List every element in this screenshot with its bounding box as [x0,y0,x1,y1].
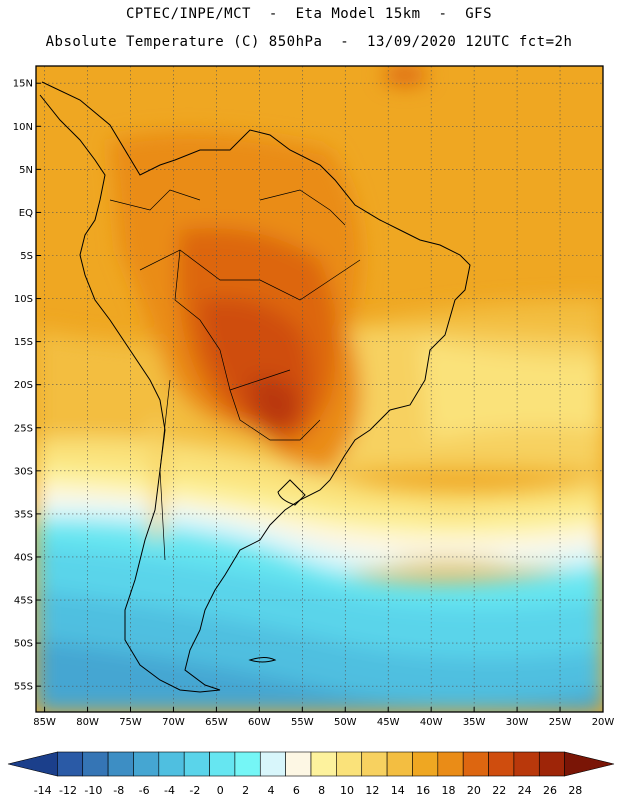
lon-tick-label: 45W [377,717,400,728]
map-title-line2: Absolute Temperature (C) 850hPa - 13/09/… [45,34,573,50]
lat-tick-label: 40S [14,552,33,563]
colorbar-label: 0 [217,784,224,797]
colorbar-swatch [361,751,388,777]
colorbar-label: -4 [164,784,175,797]
lon-tick-label: 75W [119,717,142,728]
colorbar-label: 18 [442,784,456,797]
colorbar-swatch [386,751,413,777]
border-colombia [109,189,201,211]
longitude-axis: 85W 80W 75W 70W 65W 60W 55W 50W 45W 40W 35W 30W 25W 2… [33,707,614,728]
border-chile-argentina [159,379,171,561]
colorbar-label: 12 [365,784,379,797]
lat-tick-label: 50S [14,639,33,650]
south-america-outline [39,81,471,693]
colorbar-swatch [158,751,185,777]
colorbar-swatch [412,751,439,777]
colorbar-label: 24 [518,784,532,797]
colorbar-swatch [259,751,286,777]
colorbar-labels: -14 -12 -10 -8 -6 -4 -2 0 2 4 6 8 10 12 14 16 18 20 22 24 26… [34,784,583,797]
colorbar-swatch [488,751,515,777]
colorbar-swatch [183,751,210,777]
lat-tick-label: 55S [14,682,33,693]
colorbar-label: 2 [242,784,249,797]
lat-tick-label: 20S [14,380,33,391]
lat-tick-label: 15S [14,337,33,348]
temperature-field [36,66,603,712]
map-title-line1: CPTEC/INPE/MCT - Eta Model 15km - GFS [125,6,493,22]
colorbar-label: 16 [416,784,430,797]
colorbar-swatch [234,751,261,777]
lat-tick-label: 45S [14,596,33,607]
lon-tick-label: 50W [334,717,357,728]
border-bolivia [174,249,291,391]
colorbar-swatch [310,751,337,777]
colorbar-label: 22 [492,784,506,797]
coastline [39,81,471,693]
colorbar-swatch [285,751,312,777]
colorbar-label: 14 [391,784,405,797]
lon-tick-label: 20W [592,717,615,728]
lat-tick-label: 10S [14,294,33,305]
colorbar-label: -8 [113,784,124,797]
lon-tick-label: 60W [248,717,271,728]
temp-warm-spot-north [383,66,427,85]
colorbar-label: -12 [59,784,77,797]
colorbar-label: 20 [467,784,481,797]
colorbar-label: 26 [543,784,557,797]
colorbar-swatch [7,751,58,777]
colorbar-swatch [564,751,615,777]
colorbar-label: 28 [568,784,582,797]
border-guianas [259,189,346,226]
lon-tick-label: 65W [205,717,228,728]
lon-tick-label: 80W [76,717,99,728]
lon-tick-label: 30W [506,717,529,728]
temp-band-minus6-minus4 [36,640,603,712]
lon-tick-label: 25W [549,717,572,728]
lat-tick-label: 5N [19,165,33,176]
lat-tick-label: 10N [13,122,33,133]
colorbar-label: -6 [139,784,150,797]
colorbar-label: 8 [318,784,325,797]
colorbar-label: -10 [84,784,102,797]
colorbar-label: 4 [267,784,274,797]
colorbar-label: -14 [34,784,52,797]
lon-tick-label: 35W [463,717,486,728]
colorbar-label: 10 [340,784,354,797]
lat-tick-label: EQ [19,208,33,219]
uruguay-outline [277,479,306,506]
temp-band-10-12 [420,340,603,440]
temp-band-24-26 [250,377,300,432]
lat-tick-label: 5S [20,251,33,262]
lon-tick-label: 70W [162,717,185,728]
colorbar-swatch [462,751,489,777]
colorbar-label: -2 [189,784,200,797]
falkland-islands [248,657,277,663]
lat-tick-label: 35S [14,509,33,520]
graticule [36,66,603,712]
lon-tick-label: 40W [420,717,443,728]
lat-tick-label: 25S [14,423,33,434]
border-paraguay [229,389,321,441]
colorbar-label: 6 [293,784,300,797]
lat-tick-label: 30S [14,466,33,477]
colorbar-swatch [538,751,565,777]
national-borders [109,189,361,561]
map-frame [35,65,604,713]
lat-tick-label: 15N [13,79,33,90]
colorbar-swatch [133,751,160,777]
lon-tick-label: 85W [33,717,56,728]
colorbar-swatch [57,751,84,777]
lon-tick-label: 55W [291,717,314,728]
colorbar-swatch [82,751,109,777]
colorbar [7,751,615,777]
colorbar-swatch [437,751,464,777]
colorbar-swatch [107,751,134,777]
colorbar-swatch [513,751,540,777]
colorbar-swatch [336,751,363,777]
latitude-axis: 15N 10N 5N EQ 5S 10S 15S 20S 25S 30S 35S 40S 45S 50S 5… [13,79,41,693]
temp-band-andes [150,420,165,540]
colorbar-swatch [209,751,236,777]
